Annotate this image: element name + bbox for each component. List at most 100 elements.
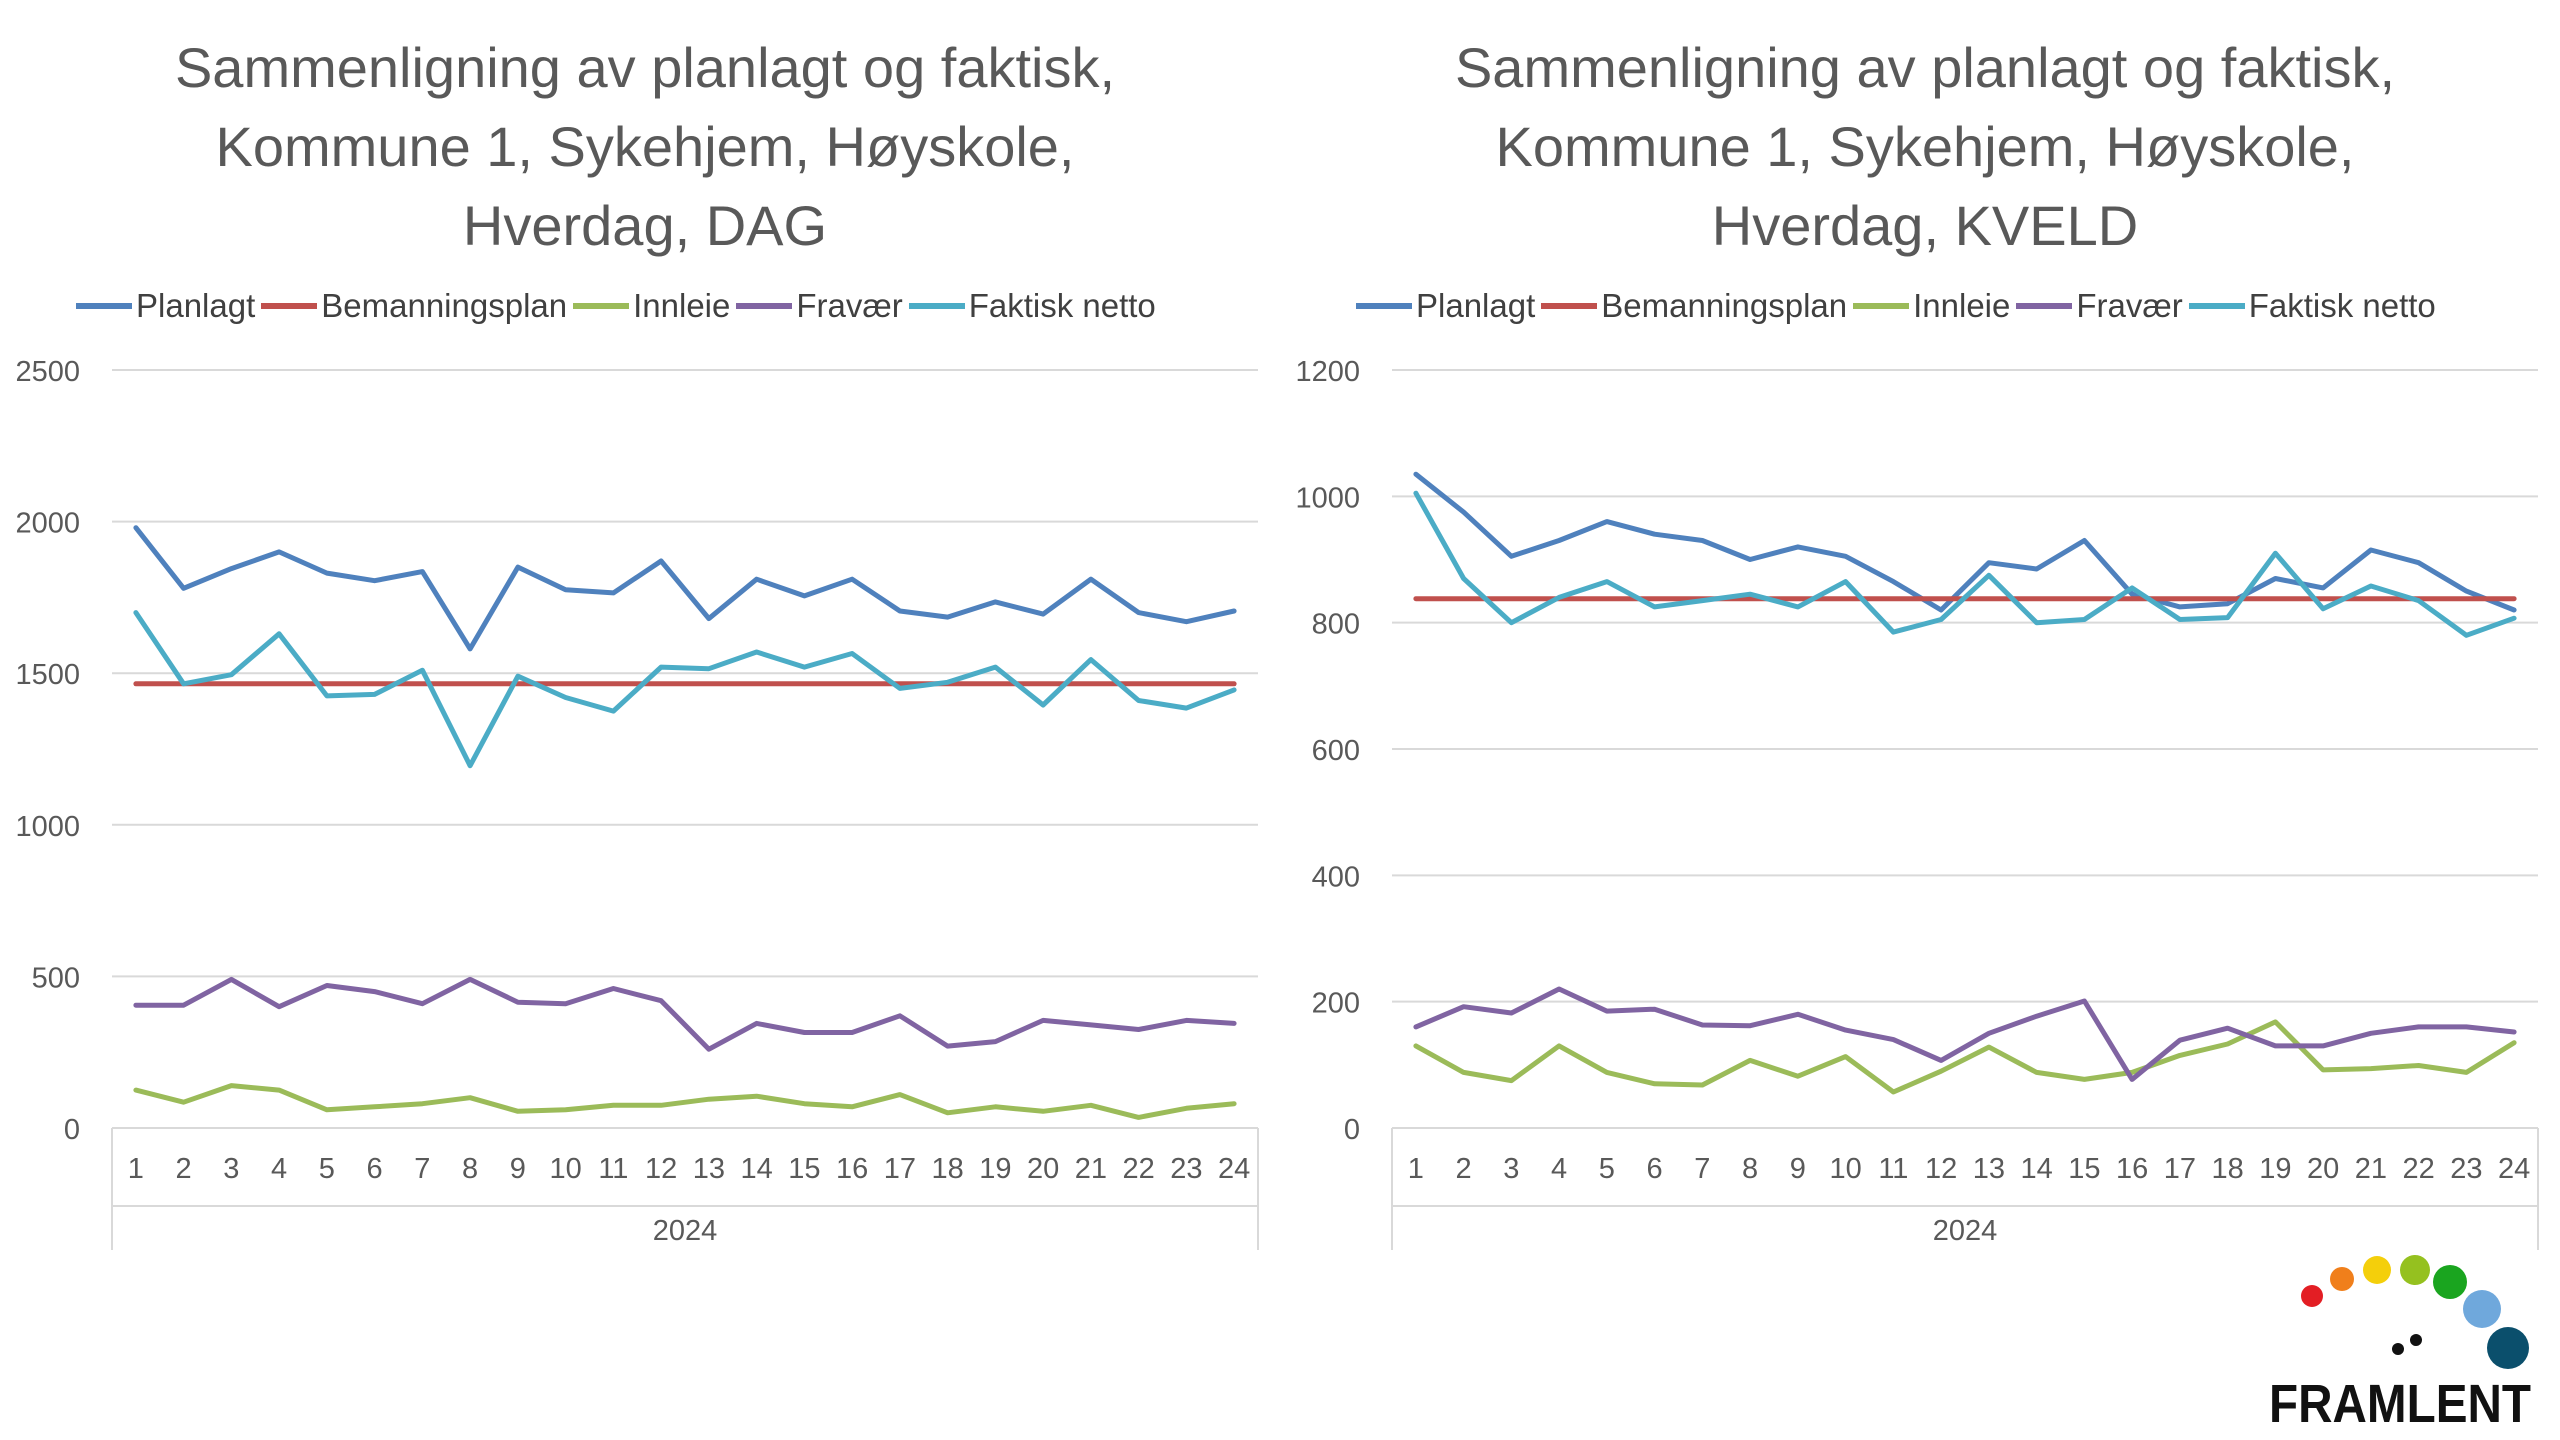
legend-item: Planlagt (1356, 287, 1535, 325)
y-tick-label: 200 (1312, 988, 1360, 1020)
logo-dot (2330, 1267, 2354, 1291)
chart-title-line-3: Hverdag, KVELD (1711, 194, 2139, 257)
legend-label: Fravær (796, 287, 903, 324)
x-tick-label: 23 (1170, 1153, 1202, 1185)
logo-dot (2400, 1255, 2430, 1285)
x-tick-label: 15 (2068, 1153, 2100, 1185)
x-tick-label: 24 (2498, 1153, 2530, 1185)
legend-line-swatch (736, 303, 793, 309)
x-tick-label: 4 (1551, 1153, 1567, 1185)
x-tick-label: 19 (2259, 1153, 2291, 1185)
logo-dot (2363, 1256, 2391, 1284)
chart-panel-kveld: Sammenligning av planlagt og faktisk, Ko… (1280, 0, 2560, 1440)
x-tick-label: 15 (788, 1153, 820, 1185)
x-tick-label: 3 (223, 1153, 239, 1185)
legend-line-swatch (1356, 303, 1412, 309)
logo-dot (2463, 1290, 2501, 1328)
framlent-logo: FRAMLENT (2269, 1255, 2531, 1430)
legend-label: Faktisk netto (2248, 287, 2436, 324)
y-tick-label: 600 (1312, 735, 1360, 767)
logo-dot (2392, 1343, 2404, 1355)
x-tick-label: 5 (1599, 1153, 1615, 1185)
x-tick-label: 3 (1503, 1153, 1519, 1185)
series-line (1413, 986, 2517, 1082)
x-tick-label: 2 (176, 1153, 192, 1185)
legend-line-swatch (908, 303, 965, 309)
y-tick-label: 1200 (1295, 356, 1360, 388)
x-tick-label: 1 (128, 1153, 144, 1185)
series-line (133, 1083, 1237, 1120)
legend-item: Faktisk netto (908, 287, 1156, 325)
chart-panel-dag: Sammenligning av planlagt og faktisk, Ko… (15, 28, 1259, 1250)
series-line (1413, 1019, 2517, 1095)
y-tick-label: 1000 (15, 811, 80, 843)
x-tick-label: 9 (1790, 1153, 1806, 1185)
legend-label: Bemanningsplan (1601, 287, 1848, 324)
legend-item: Faktisk netto (2188, 287, 2436, 325)
x-tick-label: 11 (598, 1153, 628, 1185)
logo-dot (2301, 1285, 2323, 1307)
legend-label: Faktisk netto (968, 287, 1156, 324)
legend-item: Fravær (2016, 287, 2183, 325)
x-tick-label: 9 (510, 1153, 526, 1185)
chart-legend: Planlagt Bemanningsplan Innleie Fravær Fakti… (76, 283, 1162, 329)
logo-text: FRAMLENT (2269, 1374, 2531, 1430)
x-tick-label: 6 (367, 1153, 383, 1185)
x-group-label: 2024 (653, 1215, 718, 1247)
legend-item: Innleie (1853, 287, 2010, 325)
chart-title-line-1: Sammenligning av planlagt og faktisk, (1454, 36, 2396, 99)
x-tick-label: 20 (2307, 1153, 2339, 1185)
series-line (133, 976, 1237, 1052)
legend-line-swatch (261, 303, 318, 309)
x-tick-label: 2 (1456, 1153, 1472, 1185)
x-tick-label: 19 (979, 1153, 1011, 1185)
x-tick-label: 1 (1408, 1153, 1424, 1185)
chart-title: Sammenligning av planlagt og faktisk, Ko… (40, 28, 1250, 265)
logo-dot (2433, 1265, 2467, 1299)
legend-label: Innleie (1913, 287, 2011, 324)
y-tick-label: 500 (32, 962, 80, 994)
x-tick-label: 8 (462, 1153, 478, 1185)
x-tick-label: 10 (1829, 1153, 1861, 1185)
x-tick-label: 22 (1122, 1153, 1154, 1185)
x-tick-label: 23 (2450, 1153, 2482, 1185)
x-tick-label: 14 (740, 1153, 772, 1185)
x-tick-label: 21 (2355, 1153, 2387, 1185)
legend-item: Fravær (736, 287, 903, 325)
chart-legend: Planlagt Bemanningsplan Innleie Fravær Fakti… (1356, 283, 2442, 329)
legend-label: Bemanningsplan (321, 287, 568, 324)
x-tick-label: 16 (2116, 1153, 2148, 1185)
x-tick-label: 18 (2211, 1153, 2243, 1185)
legend-item: Planlagt (76, 287, 255, 325)
x-tick-label: 14 (2020, 1153, 2052, 1185)
x-tick-label: 11 (1878, 1153, 1908, 1185)
y-tick-label: 2500 (15, 356, 80, 388)
logo-dot (2487, 1327, 2529, 1369)
logo-dot (2410, 1334, 2422, 1346)
legend-line-swatch (1853, 303, 1910, 309)
x-tick-label: 7 (1694, 1153, 1710, 1185)
x-tick-label: 20 (1027, 1153, 1059, 1185)
chart-title-line-2: Kommune 1, Sykehjem, Høyskole, (215, 115, 1075, 178)
chart-title-line-1: Sammenligning av planlagt og faktisk, (174, 36, 1116, 99)
legend-item: Bemanningsplan (1541, 287, 1847, 325)
x-tick-label: 10 (549, 1153, 581, 1185)
x-tick-label: 24 (1218, 1153, 1250, 1185)
x-tick-label: 18 (931, 1153, 963, 1185)
legend-line-swatch (1541, 303, 1598, 309)
legend-label: Innleie (633, 287, 731, 324)
legend-line-swatch (2016, 303, 2073, 309)
legend-label: Planlagt (1416, 287, 1536, 324)
legend-line-swatch (2188, 303, 2245, 309)
x-tick-label: 13 (693, 1153, 725, 1185)
series-line (1413, 490, 2517, 638)
x-tick-label: 13 (1973, 1153, 2005, 1185)
x-tick-label: 7 (414, 1153, 430, 1185)
x-tick-label: 22 (2402, 1153, 2434, 1185)
chart-title: Sammenligning av planlagt og faktisk, Ko… (1320, 28, 2530, 265)
legend-item: Bemanningsplan (261, 287, 567, 325)
x-tick-label: 21 (1075, 1153, 1107, 1185)
x-tick-label: 5 (319, 1153, 335, 1185)
y-tick-label: 0 (1344, 1114, 1360, 1146)
